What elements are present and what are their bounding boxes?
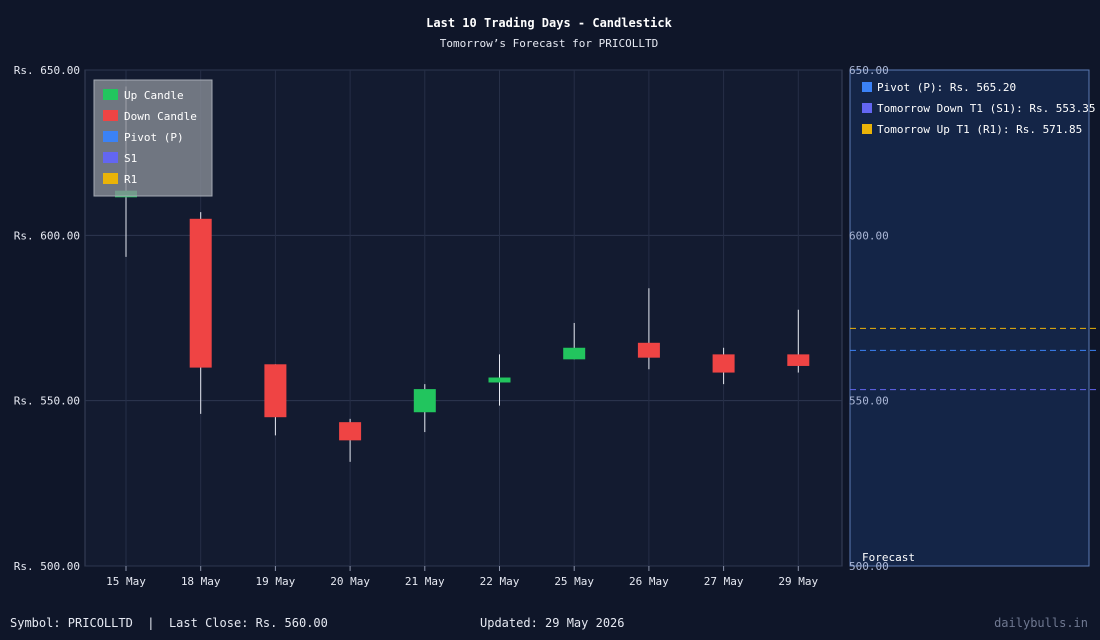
y-tick-label: Rs. 600.00 xyxy=(14,229,80,242)
x-tick-label: 22 May xyxy=(480,575,520,588)
legend-label: Down Candle xyxy=(124,110,197,123)
down-candle-body xyxy=(189,218,212,368)
x-tick-label: 20 May xyxy=(330,575,370,588)
x-tick-label: 19 May xyxy=(256,575,296,588)
x-tick-label: 25 May xyxy=(554,575,594,588)
right-axis-tick-label: 600.00 xyxy=(849,229,889,242)
y-axis: Rs. 500.00 Rs. 550.00 Rs. 600.00 Rs. 650.00 xyxy=(14,64,80,573)
forecast-legend-label: Pivot (P): Rs. 565.20 xyxy=(877,81,1016,94)
right-axis-tick-label: 550.00 xyxy=(849,395,889,408)
down-candle-body xyxy=(712,354,735,373)
y-tick-label: Rs. 650.00 xyxy=(14,64,80,77)
legend-swatch xyxy=(103,152,118,163)
footer-site: dailybulls.in xyxy=(994,616,1088,630)
x-axis: 15 May 18 May 19 May 20 May 21 May 22 May 25 M… xyxy=(106,566,819,588)
footer-symbol-info: Symbol: PRICOLLTD | Last Close: Rs. 560.… xyxy=(10,616,328,630)
legend-label: Pivot (P) xyxy=(124,131,184,144)
up-candle-body xyxy=(413,389,436,413)
forecast-legend-label: Tomorrow Up T1 (R1): Rs. 571.85 xyxy=(877,123,1082,136)
legend-swatch xyxy=(103,110,118,121)
grid-lines xyxy=(85,69,842,567)
forecast-legend: Pivot (P): Rs. 565.20 Tomorrow Down T1 (S… xyxy=(862,81,1096,136)
forecast-lines xyxy=(850,327,1096,391)
right-axis: 500.00 550.00 600.00 650.00 xyxy=(849,64,889,573)
forecast-legend-label: Tomorrow Down T1 (S1): Rs. 553.35 xyxy=(877,102,1096,115)
footer-updated: Updated: 29 May 2026 xyxy=(480,616,625,630)
right-axis-tick-label: 650.00 xyxy=(849,64,889,77)
right-axis-tick-label: 500.00 xyxy=(849,560,889,573)
chart-title: Last 10 Trading Days - Candlestick xyxy=(426,16,672,30)
up-candle-body xyxy=(488,377,511,383)
legend-label: Up Candle xyxy=(124,89,184,102)
forecast-label: Forecast xyxy=(862,551,915,564)
legend-swatch xyxy=(103,89,118,100)
chart-subtitle: Tomorrow’s Forecast for PRICOLLTD xyxy=(440,37,659,50)
x-tick-label: 26 May xyxy=(629,575,669,588)
x-tick-label: 29 May xyxy=(778,575,818,588)
down-candle-body xyxy=(787,354,810,366)
x-tick-label: 18 May xyxy=(181,575,221,588)
y-tick-label: Rs. 550.00 xyxy=(14,395,80,408)
down-candle-body xyxy=(339,422,362,441)
legend-label: R1 xyxy=(124,173,137,186)
y-tick-label: Rs. 500.00 xyxy=(14,560,80,573)
forecast-legend-swatch xyxy=(862,82,872,92)
up-candle-body xyxy=(563,347,586,360)
forecast-panel xyxy=(849,69,1090,567)
x-tick-label: 15 May xyxy=(106,575,146,588)
forecast-legend-swatch xyxy=(862,103,872,113)
legend-swatch xyxy=(103,131,118,142)
legend: Up Candle Down Candle Pivot (P) S1 R1 xyxy=(93,79,213,197)
down-candle-body xyxy=(637,342,660,358)
down-candle-body xyxy=(264,364,287,418)
forecast-legend-swatch xyxy=(862,124,872,134)
legend-label: S1 xyxy=(124,152,137,165)
legend-swatch xyxy=(103,173,118,184)
x-tick-label: 21 May xyxy=(405,575,445,588)
x-tick-label: 27 May xyxy=(704,575,744,588)
